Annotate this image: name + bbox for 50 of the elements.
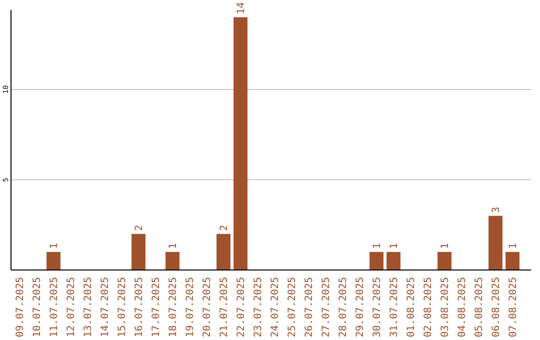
bar xyxy=(216,234,230,270)
x-tick-label: 04.08.2025 xyxy=(457,277,468,338)
x-tick-label: 14.07.2025 xyxy=(100,277,111,338)
x-tick-label: 11.07.2025 xyxy=(49,277,60,338)
x-tick-label: 03.08.2025 xyxy=(440,277,451,338)
bar xyxy=(488,216,502,270)
x-tick-label: 17.07.2025 xyxy=(151,277,162,338)
data-label: 1 xyxy=(168,242,179,249)
x-tick-label: 22.07.2025 xyxy=(236,277,247,338)
bar xyxy=(438,252,452,270)
x-tick-label: 18.07.2025 xyxy=(168,277,179,338)
x-tick-label: 28.07.2025 xyxy=(338,277,349,338)
x-tick-label: 10.07.2025 xyxy=(32,277,43,338)
x-tick-label: 13.07.2025 xyxy=(83,277,94,338)
data-label: 3 xyxy=(491,206,502,213)
data-label: 1 xyxy=(389,242,400,249)
bar xyxy=(386,252,400,270)
x-tick-label: 20.07.2025 xyxy=(202,277,213,338)
data-label: 1 xyxy=(372,242,383,249)
x-tick-label: 01.08.2025 xyxy=(406,277,417,338)
x-tick-label: 30.07.2025 xyxy=(372,277,383,338)
data-label: 2 xyxy=(134,224,145,231)
x-tick-label: 02.08.2025 xyxy=(423,277,434,338)
x-tick-label: 31.07.2025 xyxy=(389,277,400,338)
data-label: 14 xyxy=(236,2,247,14)
x-tick-label: 05.08.2025 xyxy=(474,277,485,338)
data-label: 1 xyxy=(508,242,519,249)
x-tick-label: 25.07.2025 xyxy=(287,277,298,338)
bar xyxy=(132,234,146,270)
data-label: 1 xyxy=(440,242,451,249)
bar xyxy=(506,252,520,270)
x-tick-label: 06.08.2025 xyxy=(491,277,502,338)
x-tick-label: 19.07.2025 xyxy=(185,277,196,338)
data-label: 1 xyxy=(49,242,60,249)
x-tick-label: 07.08.2025 xyxy=(508,277,519,338)
x-tick-label: 24.07.2025 xyxy=(270,277,281,338)
x-tick-label: 27.07.2025 xyxy=(321,277,332,338)
x-tick-label: 09.07.2025 xyxy=(15,277,26,338)
bar xyxy=(46,252,60,270)
x-tick-label: 12.07.2025 xyxy=(66,277,77,338)
x-tick-label: 21.07.2025 xyxy=(219,277,230,338)
bar xyxy=(370,252,384,270)
x-tick-label: 26.07.2025 xyxy=(304,277,315,338)
data-label: 2 xyxy=(219,224,230,231)
x-tick-label: 15.07.2025 xyxy=(117,277,128,338)
x-tick-label: 23.07.2025 xyxy=(253,277,264,338)
bar xyxy=(166,252,180,270)
x-tick-label: 29.07.2025 xyxy=(355,277,366,338)
x-tick-label: 16.07.2025 xyxy=(134,277,145,338)
bar xyxy=(234,17,248,270)
